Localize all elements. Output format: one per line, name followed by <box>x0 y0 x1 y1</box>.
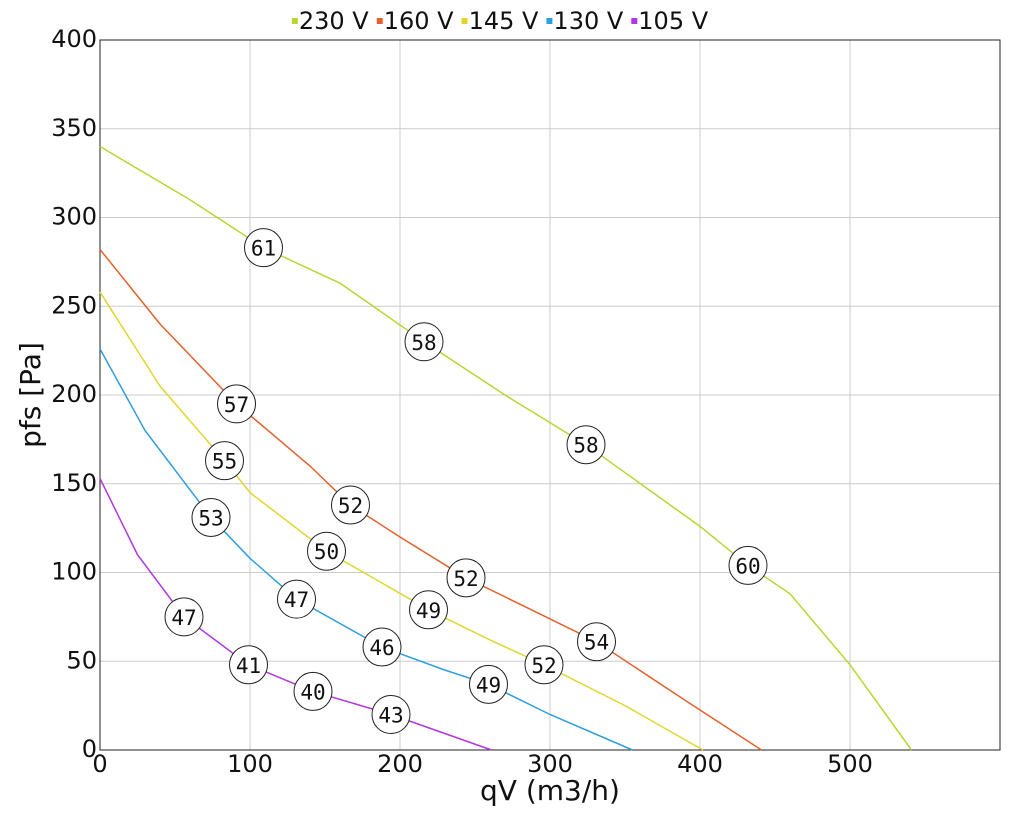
annotation: 49 <box>409 590 448 630</box>
legend-label: 160 V <box>384 7 454 35</box>
y-tick-label: 0 <box>82 735 97 763</box>
x-axis-label: qV (m3/h) <box>480 774 620 807</box>
y-tick-label: 100 <box>51 558 97 586</box>
annotation-label: 41 <box>236 654 261 678</box>
annotation-label: 53 <box>198 506 223 530</box>
annotation: 57 <box>217 384 256 424</box>
annotation: 53 <box>191 497 231 537</box>
annotation-circle <box>164 597 204 637</box>
y-axis-label: pfs [Pa] <box>14 342 47 448</box>
legend-label: 105 V <box>638 7 708 35</box>
annotation-circle <box>577 622 616 662</box>
annotation-circle <box>277 579 316 619</box>
series-line <box>99 348 633 751</box>
annotation-label: 55 <box>212 450 237 474</box>
annotation-circle <box>217 384 256 424</box>
annotation-label: 49 <box>416 599 441 623</box>
legend-swatch <box>291 18 298 24</box>
legend: 230 V 160 V 145 V 130 V 105 V <box>291 7 709 35</box>
annotation: 58 <box>566 425 606 465</box>
plot-frame <box>99 39 1001 751</box>
annotation-circle <box>524 645 564 685</box>
annotation-label: 54 <box>584 631 609 655</box>
annotation-label: 50 <box>314 540 339 564</box>
annotation-label: 58 <box>573 434 598 458</box>
annotation-label: 61 <box>251 237 276 261</box>
annotation-label: 52 <box>338 494 363 518</box>
annotation-label: 60 <box>735 554 760 578</box>
annotation-label: 46 <box>369 636 394 660</box>
x-tick-label: 500 <box>827 750 873 778</box>
annotation: 52 <box>331 485 370 525</box>
legend-swatch <box>546 18 553 24</box>
annotation: 54 <box>577 622 616 662</box>
x-tick-label: 300 <box>527 750 573 778</box>
y-tick-label: 400 <box>51 25 97 53</box>
annotation-circle <box>728 545 768 585</box>
annotation-label: 47 <box>284 588 309 612</box>
annotation-circle <box>229 645 268 685</box>
y-tick-label: 200 <box>51 380 97 408</box>
annotation: 55 <box>205 441 244 481</box>
annotation-label: 52 <box>453 567 478 591</box>
x-tick-label: 0 <box>92 750 107 778</box>
y-tick-label: 300 <box>51 203 97 231</box>
annotation-circle <box>404 322 444 362</box>
legend-swatch <box>631 18 638 24</box>
legend-label: 145 V <box>469 7 539 35</box>
annotation-circle <box>371 695 411 734</box>
annotation-circle <box>244 228 283 268</box>
annotation: 40 <box>293 671 333 711</box>
annotation: 47 <box>277 579 316 619</box>
annotation: 60 <box>728 545 768 585</box>
annotation-circle <box>191 497 231 537</box>
series-line <box>99 248 762 751</box>
annotation-circle <box>362 627 402 667</box>
annotation: 52 <box>446 558 486 598</box>
annotation: 49 <box>469 664 508 704</box>
annotation-label: 40 <box>300 680 325 704</box>
annotation-circle <box>409 590 448 630</box>
annotation: 41 <box>229 645 268 685</box>
annotation: 43 <box>371 695 411 734</box>
x-tick-label: 100 <box>227 750 273 778</box>
annotation-label: 47 <box>171 606 196 630</box>
annotation-circle <box>469 664 508 704</box>
legend-label: 230 V <box>299 7 369 35</box>
legend-swatch <box>376 18 383 24</box>
annotation-label: 58 <box>411 331 436 355</box>
annotation: 61 <box>244 228 283 268</box>
annotation-circle <box>566 425 606 465</box>
y-tick-label: 150 <box>51 469 97 497</box>
annotation-label: 52 <box>531 654 556 678</box>
annotation: 47 <box>164 597 204 637</box>
annotation-label: 57 <box>224 393 249 417</box>
annotation: 46 <box>362 627 402 667</box>
annotation-circle <box>293 671 333 711</box>
series-line <box>99 291 704 751</box>
annotation: 52 <box>524 645 564 685</box>
legend-swatch <box>461 18 468 24</box>
annotation-circle <box>446 558 486 598</box>
y-tick-label: 350 <box>51 114 97 142</box>
annotation-circle <box>307 531 346 571</box>
y-tick-label: 50 <box>66 646 97 674</box>
annotation: 50 <box>307 531 346 571</box>
y-tick-label: 250 <box>51 291 97 319</box>
x-tick-label: 400 <box>677 750 723 778</box>
annotation-label: 49 <box>476 673 501 697</box>
annotation-label: 43 <box>378 704 403 728</box>
x-tick-label: 200 <box>377 750 423 778</box>
legend-label: 130 V <box>553 7 623 35</box>
annotation-circle <box>205 441 244 481</box>
annotation: 58 <box>404 322 444 362</box>
annotation-circle <box>331 485 370 525</box>
